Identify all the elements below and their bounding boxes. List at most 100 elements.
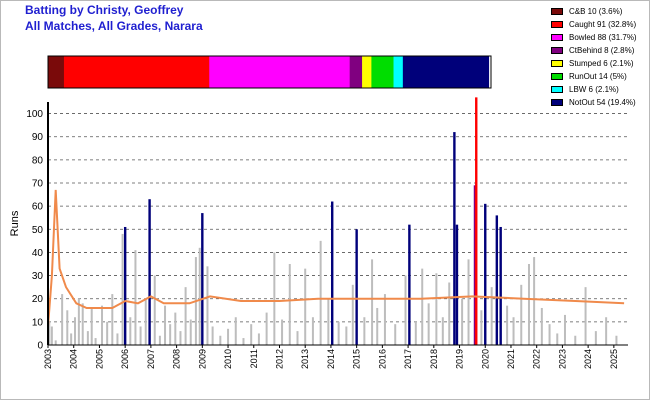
x-tick-label: 2005: [94, 349, 104, 369]
x-tick-label: 2013: [300, 349, 310, 369]
run-bar: [111, 294, 114, 345]
run-bar: [421, 268, 424, 345]
legend-swatch: [551, 33, 563, 41]
x-tick-label: 2018: [429, 349, 439, 369]
run-bar: [319, 240, 322, 345]
y-axis-label: Runs: [9, 210, 21, 236]
run-bar: [296, 331, 299, 345]
y-tick-label: 40: [32, 248, 44, 259]
run-bar: [106, 321, 109, 345]
run-bar: [351, 284, 354, 345]
x-tick-label: 2019: [455, 349, 465, 369]
legend-item: NotOut 54 (19.4%): [551, 96, 637, 108]
run-bar: [383, 294, 386, 345]
run-bar: [414, 321, 417, 345]
x-tick-label: 2015: [352, 349, 362, 369]
run-bar: [153, 275, 156, 345]
legend-swatch: [551, 46, 563, 54]
x-tick-label: 2006: [120, 349, 130, 369]
x-tick-label: 2010: [223, 349, 233, 369]
average-line: [47, 189, 625, 327]
run-bar: [70, 333, 73, 345]
run-bar: [148, 199, 151, 345]
run-bar: [453, 132, 456, 345]
legend-item: Stumped 6 (2.1%): [551, 57, 637, 69]
run-bar: [427, 303, 430, 345]
run-bar: [533, 257, 536, 345]
run-bar: [211, 326, 214, 345]
run-bar: [475, 97, 478, 345]
run-bar: [179, 331, 182, 345]
x-tick-label: 2009: [197, 349, 207, 369]
run-bar: [484, 203, 487, 345]
x-tick-label: 2025: [609, 349, 619, 369]
run-bar: [394, 324, 397, 345]
run-bar: [144, 298, 147, 345]
run-bar: [594, 331, 597, 345]
chart-title: Batting by Christy, Geoffrey: [25, 3, 184, 17]
x-tick-label: 2020: [480, 349, 490, 369]
y-tick-label: 90: [32, 132, 44, 143]
run-bar: [74, 317, 77, 345]
summary-segment: [362, 56, 372, 88]
run-bar: [201, 213, 204, 345]
x-tick-label: 2012: [275, 349, 285, 369]
run-bar: [288, 264, 291, 345]
legend-item: Bowled 88 (31.7%): [551, 31, 637, 43]
run-bar: [506, 305, 509, 345]
run-bar: [50, 326, 53, 345]
run-bar: [86, 331, 89, 345]
legend-label: LBW 6 (2.1%): [569, 84, 619, 94]
legend-swatch: [551, 72, 563, 80]
run-bar: [206, 266, 209, 345]
run-bar: [304, 268, 307, 345]
x-tick-label: 2014: [326, 349, 336, 369]
run-bar: [281, 319, 284, 345]
run-bar: [480, 310, 483, 345]
run-bar: [584, 287, 587, 345]
run-bar: [227, 328, 230, 345]
run-bar: [408, 224, 411, 345]
run-bar: [101, 305, 104, 345]
summary-segment: [371, 56, 394, 88]
run-bar: [512, 317, 515, 345]
run-bar: [495, 215, 499, 345]
run-bar: [376, 307, 379, 345]
run-bar: [548, 324, 551, 345]
run-bar: [189, 319, 192, 345]
y-tick-label: 80: [32, 155, 44, 166]
y-tick-label: 10: [32, 317, 44, 328]
run-bar: [164, 305, 167, 345]
run-bar: [327, 298, 330, 345]
legend-item: C&B 10 (3.6%): [551, 5, 637, 17]
run-bar: [461, 298, 464, 345]
legend-label: Bowled 88 (31.7%): [569, 32, 637, 42]
summary-bar-border: [47, 55, 492, 89]
x-tick-label: 2023: [557, 349, 567, 369]
x-tick-label: 2022: [532, 349, 542, 369]
run-bar: [139, 326, 142, 345]
legend-swatch: [551, 7, 563, 15]
run-bar: [123, 226, 127, 345]
legend-swatch: [551, 59, 563, 67]
run-bar: [355, 229, 358, 345]
legend-item: Caught 91 (32.8%): [551, 18, 637, 30]
x-tick-label: 2016: [377, 349, 387, 369]
run-bar: [520, 284, 523, 345]
run-bar: [66, 310, 69, 345]
run-bar: [563, 314, 566, 345]
legend-item: LBW 6 (2.1%): [551, 83, 637, 95]
run-bar: [311, 317, 314, 345]
summary-segment: [209, 56, 350, 88]
run-bar: [435, 273, 438, 345]
run-bar: [77, 298, 80, 345]
y-tick-label: 30: [32, 271, 44, 282]
legend-item: RunOut 14 (5%): [551, 70, 637, 82]
x-tick-label: 2007: [146, 349, 156, 369]
x-tick-label: 2024: [583, 349, 593, 369]
legend-label: Stumped 6 (2.1%): [569, 58, 634, 68]
legend-swatch: [551, 20, 563, 28]
run-bar: [94, 338, 97, 345]
y-tick-label: 100: [26, 109, 43, 120]
